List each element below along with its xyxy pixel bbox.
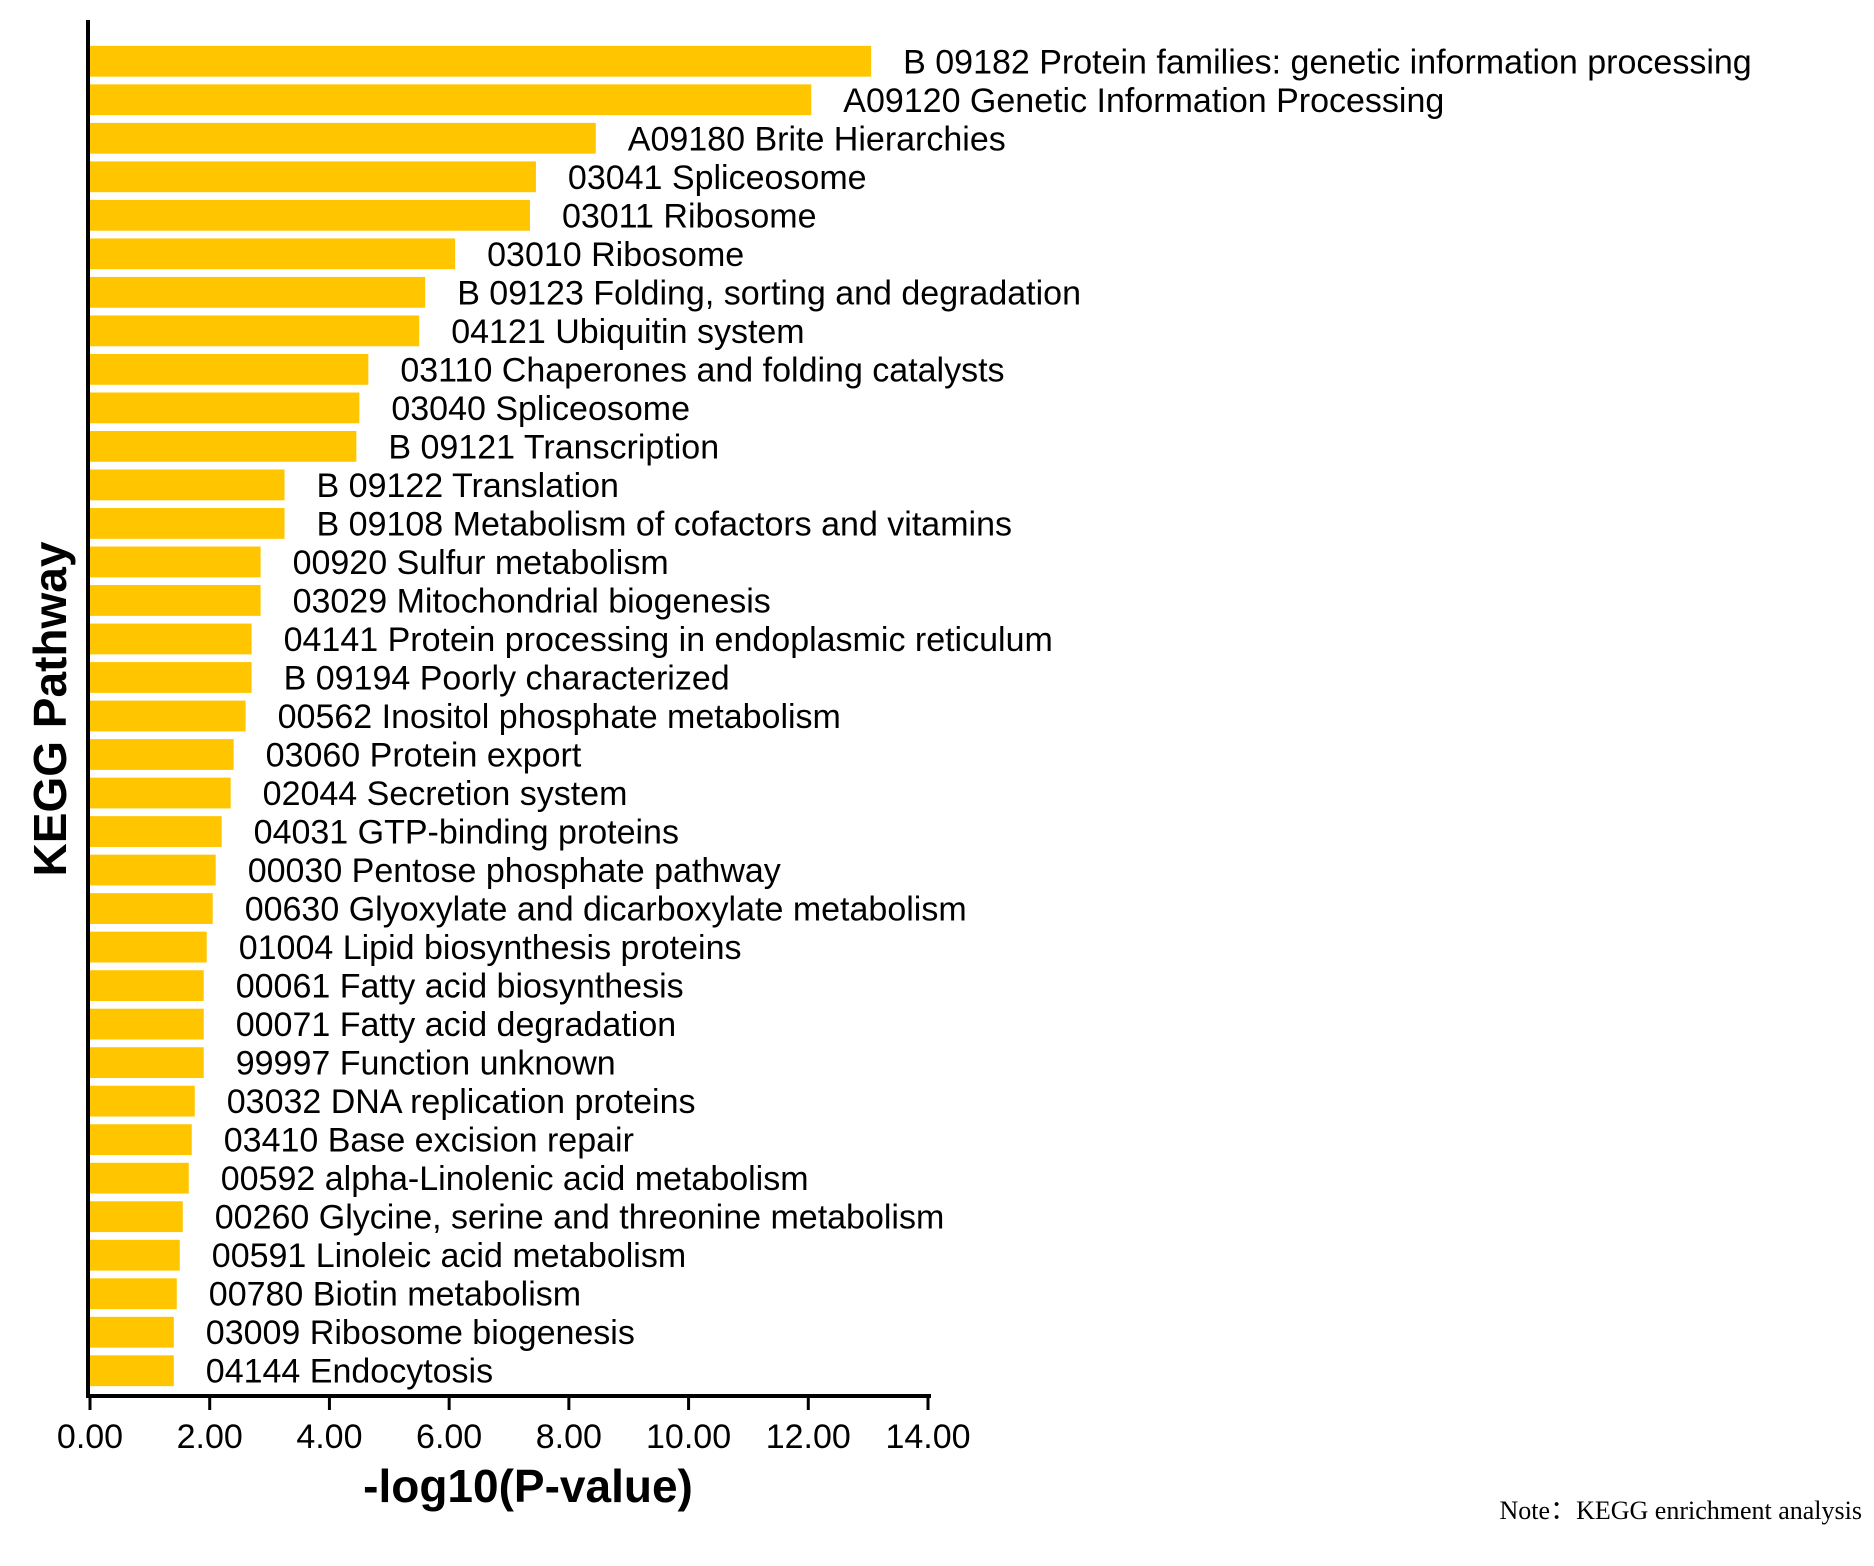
bar-label: 04121 Ubiquitin system — [451, 313, 804, 351]
bar-label: 00562 Inositol phosphate metabolism — [278, 698, 841, 736]
bar-label: 03060 Protein export — [266, 737, 582, 775]
bar — [90, 1162, 189, 1194]
bars-layer — [90, 45, 872, 1387]
bar — [90, 546, 261, 578]
bar — [90, 276, 426, 308]
bar — [90, 623, 252, 655]
bar-label: B 09121 Transcription — [388, 428, 719, 466]
bar — [90, 1355, 174, 1387]
bar-label: 04141 Protein processing in endoplasmic … — [284, 621, 1053, 659]
x-tick-label: 4.00 — [296, 1418, 362, 1456]
bar-label: A09120 Genetic Information Processing — [843, 82, 1444, 120]
bar — [90, 816, 222, 847]
bar — [90, 122, 596, 154]
bar-label: A09180 Brite Hierarchies — [628, 120, 1006, 158]
bar-label: 03029 Mitochondrial biogenesis — [293, 582, 771, 620]
bar-label: 03041 Spliceosome — [568, 159, 867, 197]
bar-label: 03011 Ribosome — [562, 197, 817, 235]
bar — [90, 84, 812, 116]
bar — [90, 1239, 180, 1271]
bar — [90, 508, 285, 539]
bar-label: 00591 Linoleic acid metabolism — [212, 1237, 686, 1275]
x-tick-label: 0.00 — [57, 1418, 123, 1456]
bar-labels-layer: B 09182 Protein families: genetic inform… — [206, 43, 1752, 1390]
bar — [90, 662, 252, 693]
bar-label: 03410 Base excision repair — [224, 1122, 634, 1160]
bar — [90, 1047, 204, 1079]
bar — [90, 161, 536, 193]
x-tick-label: 6.00 — [416, 1418, 482, 1456]
bar-label: 03010 Ribosome — [487, 236, 744, 274]
y-axis-title: KEGG Pathway — [24, 541, 76, 876]
bar-label: 00061 Fatty acid biosynthesis — [236, 968, 684, 1006]
bar — [90, 739, 234, 770]
bar-label: 00920 Sulfur metabolism — [293, 544, 669, 582]
bar-label: 00592 alpha-Linolenic acid metabolism — [221, 1160, 809, 1198]
x-tick-label: 10.00 — [646, 1418, 731, 1456]
bar-label: B 09123 Folding, sorting and degradation — [457, 274, 1081, 312]
bar-label: 99997 Function unknown — [236, 1045, 616, 1083]
x-tick-label: 2.00 — [177, 1418, 243, 1456]
bar — [90, 1316, 174, 1348]
bar-label: 00030 Pentose phosphate pathway — [248, 852, 781, 890]
bar — [90, 353, 369, 385]
bar-label: 03040 Spliceosome — [391, 390, 690, 428]
x-ticks-layer: 0.00 2.00 4.00 6.00 8.00 10.00 12.00 14.00 — [57, 1396, 971, 1456]
note-text: Note：KEGG enrichment analysis — [1499, 1496, 1862, 1525]
bar — [90, 931, 207, 963]
bar — [90, 45, 872, 77]
bar-label: B 09194 Poorly characterized — [284, 659, 730, 697]
bar-label: 04144 Endocytosis — [206, 1353, 493, 1391]
x-axis-title: -log10(P-value) — [363, 1460, 693, 1512]
bar — [90, 199, 530, 231]
bar — [90, 1201, 183, 1233]
bar — [90, 315, 420, 347]
bar — [90, 392, 360, 424]
bar-label: 03032 DNA replication proteins — [227, 1083, 696, 1121]
bar-label: B 09122 Translation — [317, 467, 619, 505]
bar — [90, 469, 285, 501]
bar-label: 00780 Biotin metabolism — [209, 1276, 581, 1314]
bar-label: 04031 GTP-binding proteins — [254, 814, 679, 852]
bar-label: 01004 Lipid biosynthesis proteins — [239, 929, 742, 967]
bar — [90, 430, 357, 462]
bar-label: 00071 Fatty acid degradation — [236, 1006, 676, 1044]
bar-label: 00260 Glycine, serine and threonine meta… — [215, 1199, 945, 1237]
bar-label: 00630 Glyoxylate and dicarboxylate metab… — [245, 891, 967, 929]
bar-label: B 09108 Metabolism of cofactors and vita… — [317, 505, 1012, 543]
bar-label: 02044 Secretion system — [263, 775, 628, 813]
bar — [90, 1085, 195, 1117]
bar — [90, 1124, 192, 1156]
bar — [90, 893, 213, 924]
x-tick-label: 12.00 — [766, 1418, 851, 1456]
bar-label: 03009 Ribosome biogenesis — [206, 1314, 635, 1352]
bar — [90, 970, 204, 1002]
x-tick-label: 14.00 — [885, 1418, 970, 1456]
bar — [90, 585, 261, 616]
bar — [90, 238, 456, 270]
x-tick-label: 8.00 — [536, 1418, 602, 1456]
bar — [90, 1008, 204, 1040]
bar — [90, 1278, 177, 1310]
bar — [90, 700, 246, 732]
bar-label: B 09182 Protein families: genetic inform… — [903, 43, 1752, 81]
bar-label: 03110 Chaperones and folding catalysts — [400, 351, 1004, 389]
bar — [90, 777, 231, 809]
bar — [90, 854, 216, 886]
